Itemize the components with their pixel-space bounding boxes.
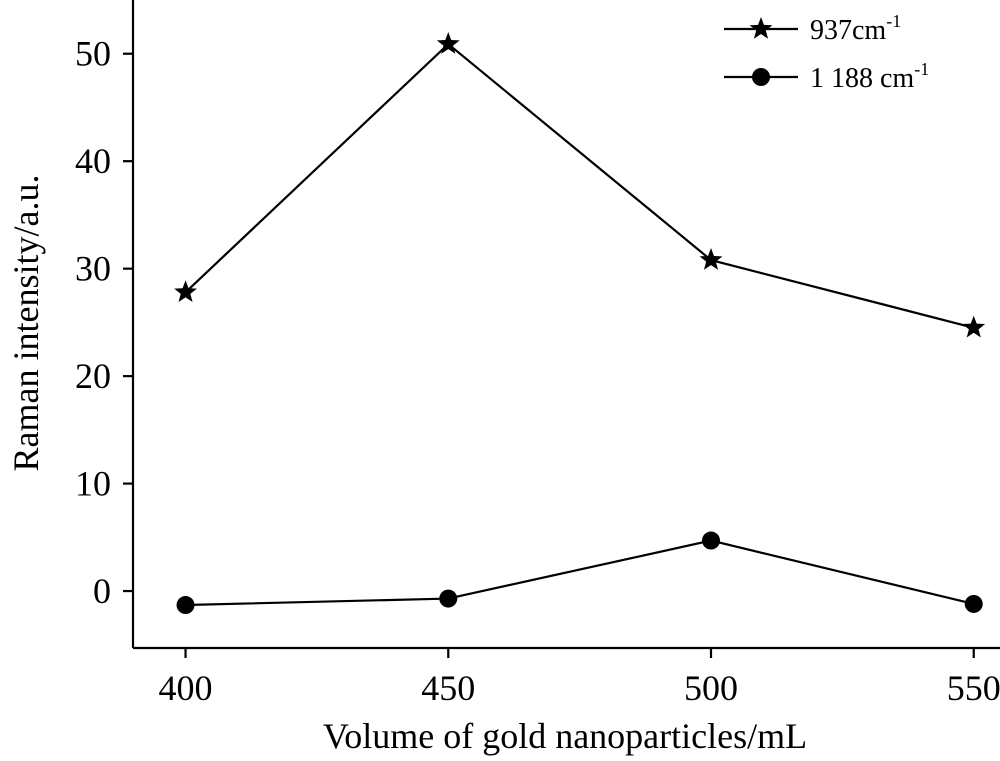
- legend-item-2: 1 188 cm-1: [724, 59, 929, 94]
- y-tick-label: 20: [75, 356, 111, 396]
- legend-circle-marker: [752, 68, 770, 86]
- y-tick-label: 50: [75, 34, 111, 74]
- circle-marker: [439, 589, 458, 608]
- star-marker: [699, 248, 723, 270]
- x-axis-title: Volume of gold nanoparticles/mL: [323, 716, 807, 756]
- star-marker: [962, 315, 986, 338]
- series-2: [176, 531, 983, 615]
- legend: 937cm-1 1 188 cm-1: [724, 11, 929, 94]
- x-tick-label: 500: [684, 668, 738, 708]
- y-tick-label: 30: [75, 249, 111, 289]
- axes: [131, 0, 1000, 650]
- series-2-line: [185, 539, 974, 607]
- legend-star-marker: [749, 17, 773, 39]
- y-ticks: 0 10 20 30 40 50: [75, 34, 133, 611]
- circle-marker: [176, 596, 195, 615]
- x-tick-label: 550: [947, 668, 1000, 708]
- legend-label-superscript: -1: [914, 59, 929, 79]
- y-tick-label: 40: [75, 141, 111, 181]
- x-tick-label: 400: [159, 668, 213, 708]
- x-tick-label: 450: [421, 668, 475, 708]
- series-1-line: [184, 42, 975, 329]
- star-marker: [174, 280, 197, 303]
- legend-item-1: 937cm-1: [724, 11, 901, 46]
- legend-label-superscript: -1: [886, 11, 901, 31]
- legend-label: 1 188 cm-1: [810, 59, 929, 94]
- x-ticks: 400 450 500 550: [159, 648, 1000, 708]
- circle-marker: [964, 594, 983, 613]
- series-1: [174, 32, 986, 338]
- series-layer: [174, 32, 986, 615]
- y-tick-label: 10: [75, 464, 111, 504]
- y-tick-label: 0: [93, 571, 111, 611]
- legend-label: 937cm-1: [810, 11, 901, 46]
- circle-marker: [702, 531, 720, 550]
- y-axis-title: Raman intensity/a.u.: [6, 175, 46, 472]
- star-marker: [436, 32, 460, 54]
